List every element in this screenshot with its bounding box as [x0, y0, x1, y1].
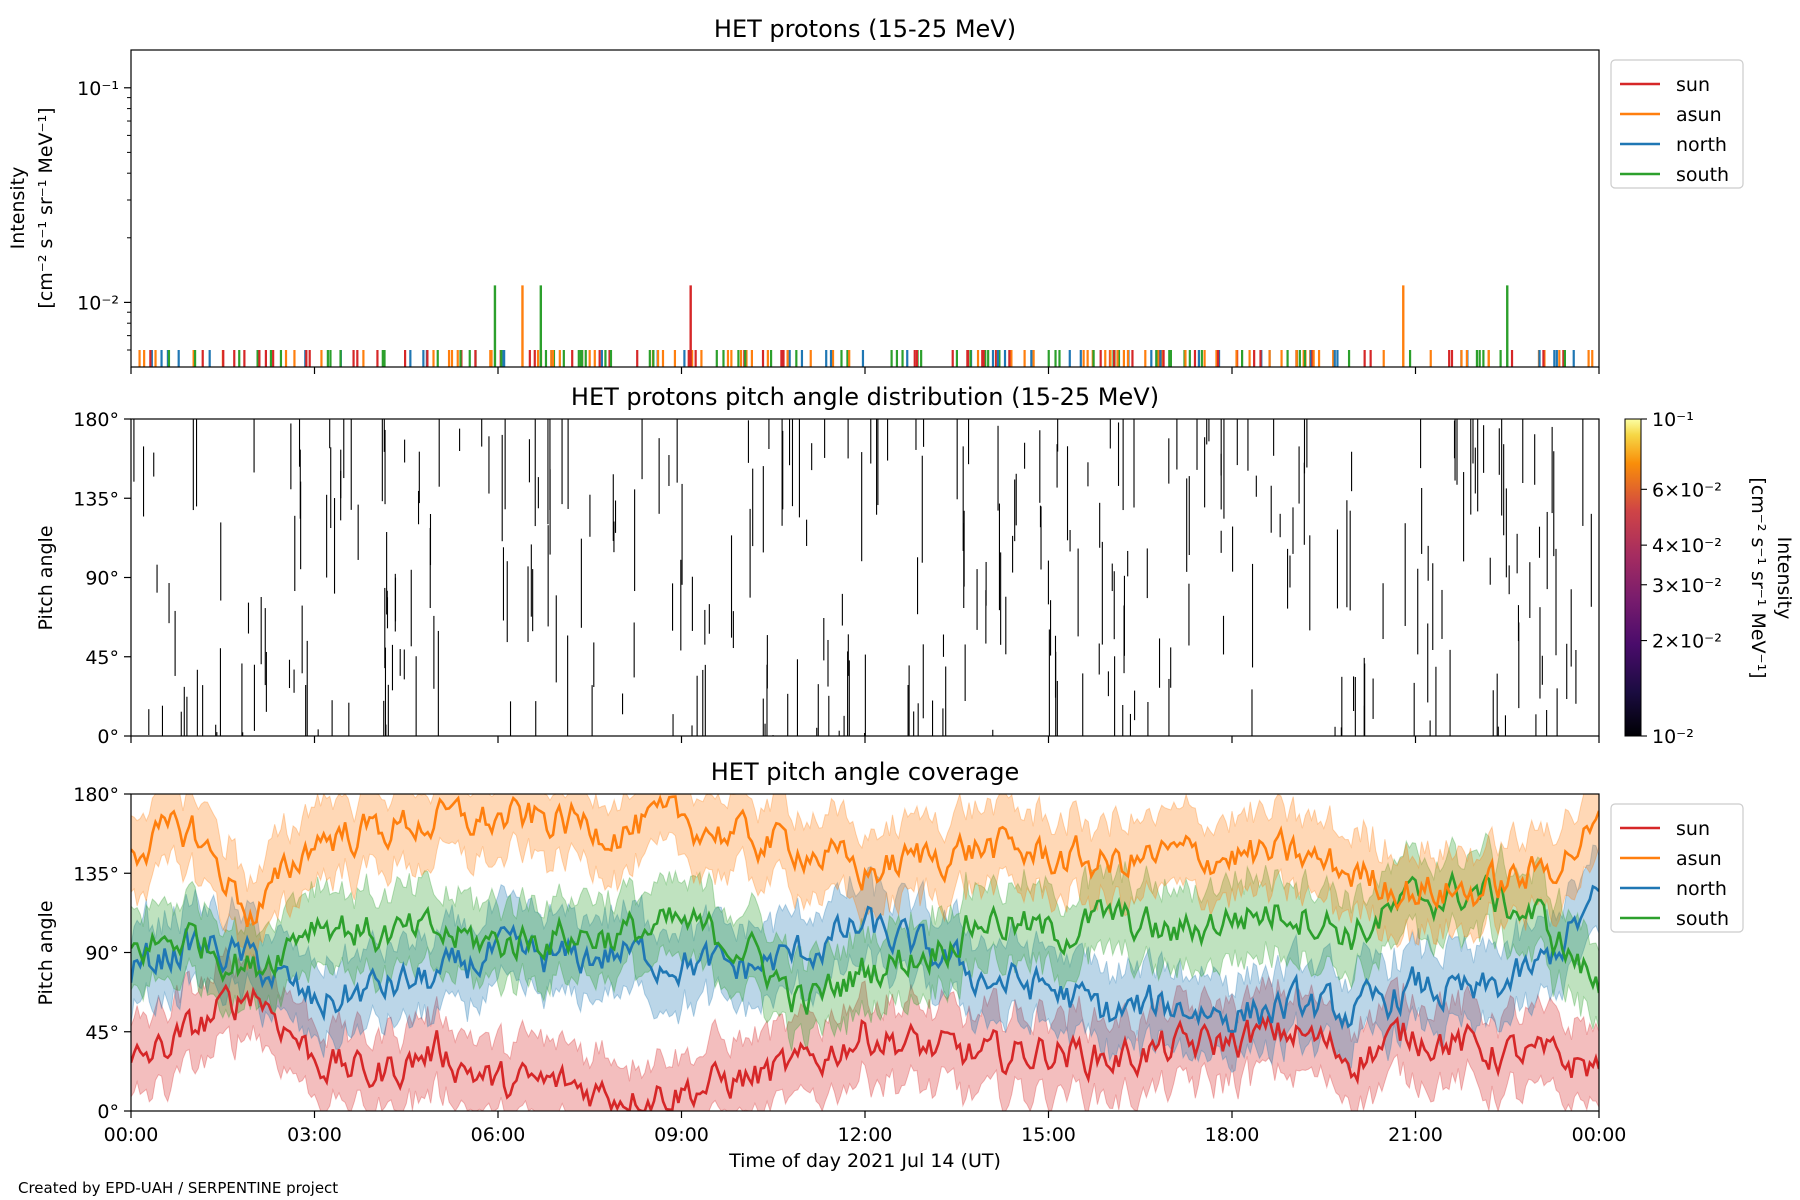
y-tick-label: 90° [85, 568, 119, 590]
intensity-panel: HET protons (15-25 MeV) 10⁻¹ 10⁻² Intensi… [7, 15, 1744, 374]
south-coverage-line [131, 869, 1599, 1015]
pitch-angle-distribution-panel: HET protons pitch angle distribution (15… [35, 383, 1795, 748]
y-tick-label: 135° [73, 488, 119, 510]
y-tick-label: 90° [85, 943, 119, 965]
colorbar-label: Intensity [cm⁻² s⁻¹ sr⁻¹ MeV⁻¹] [1747, 477, 1795, 678]
x-tick-label: 00:00 [1572, 1124, 1627, 1146]
y-tick-label: 135° [73, 863, 119, 885]
colorbar-tick-label: 10⁻² [1652, 726, 1694, 748]
coverage-ylabel: Pitch angle [35, 900, 57, 1005]
intensity-spikes [138, 285, 1594, 367]
intensity-panel-title: HET protons (15-25 MeV) [714, 15, 1016, 43]
south-legend-label: south [1676, 908, 1729, 930]
x-tick-label: 06:00 [471, 1124, 526, 1146]
colorbar-tick-label: 6×10⁻² [1652, 479, 1722, 501]
north-legend-label: north [1676, 878, 1727, 900]
x-tick-label: 03:00 [287, 1124, 342, 1146]
intensity-y-axis-label: Intensity [cm⁻² s⁻¹ sr⁻¹ MeV⁻¹] [7, 107, 57, 308]
intensity-y-ticks: 10⁻¹ 10⁻² [77, 78, 131, 351]
colorbar-label-line2: [cm⁻² s⁻¹ sr⁻¹ MeV⁻¹] [1747, 477, 1769, 678]
y-tick-label: 0° [97, 1101, 119, 1123]
pad-panel-title: HET protons pitch angle distribution (15… [571, 383, 1159, 411]
colorbar-tick-label: 2×10⁻² [1652, 631, 1722, 653]
sun-legend-label: sun [1676, 74, 1710, 96]
coverage-y-ticks: 0° 45° 90° 135° 180° [73, 784, 131, 1123]
x-tick-label: 18:00 [1205, 1124, 1260, 1146]
y-tick-label: 180° [73, 409, 119, 431]
colorbar-ticks: 10⁻¹ 6×10⁻² 4×10⁻² 3×10⁻² 2×10⁻² 10⁻² [1641, 409, 1722, 748]
pad-x-ticks [130, 736, 1600, 743]
pitch-angle-coverage-panel: HET pitch angle coverage 0° 45° 90° 135° 180… [35, 758, 1744, 1172]
pad-y-ticks: 0° 45° 90° 135° 180° [73, 409, 131, 748]
intensity-ylabel-line1: Intensity [7, 167, 29, 250]
x-tick-label: 00:00 [104, 1124, 159, 1146]
intensity-ylabel-line2: [cm⁻² s⁻¹ sr⁻¹ MeV⁻¹] [35, 107, 57, 308]
intensity-axes-frame [130, 49, 1600, 368]
legend-box [1610, 59, 1744, 189]
x-axis-label: Time of day 2021 Jul 14 (UT) [728, 1150, 1001, 1172]
x-tick-label: 21:00 [1388, 1124, 1443, 1146]
intensity-x-ticks [130, 367, 1600, 374]
coverage-series [131, 794, 1599, 1111]
pad-ylabel: Pitch angle [35, 525, 57, 630]
coverage-panel-title: HET pitch angle coverage [711, 758, 1019, 786]
sun-legend-label: sun [1676, 818, 1710, 840]
north-coverage-line [131, 884, 1599, 1034]
asun-legend-label: asun [1676, 104, 1722, 126]
intensity-legend: sun asun north south [1610, 59, 1744, 189]
y-tick-label: 10⁻¹ [77, 78, 119, 100]
asun-legend-label: asun [1676, 848, 1722, 870]
y-tick-label: 45° [85, 1022, 119, 1044]
colorbar-tick-label: 4×10⁻² [1652, 535, 1722, 557]
sun-coverage-line [131, 983, 1599, 1111]
asun-coverage-line [131, 794, 1599, 927]
credit-footer: Created by EPD-UAH / SERPENTINE project [18, 1179, 338, 1197]
colorbar-tick-label: 3×10⁻² [1652, 575, 1722, 597]
x-tick-label: 12:00 [838, 1124, 893, 1146]
y-tick-label: 0° [97, 726, 119, 748]
colorbar [1624, 418, 1642, 737]
legend-box [1610, 803, 1744, 933]
pad-heatmap-strips [133, 419, 1592, 736]
colorbar-label-line1: Intensity [1773, 537, 1795, 620]
x-tick-label: 15:00 [1021, 1124, 1076, 1146]
coverage-legend: sun asun north south [1610, 803, 1744, 933]
y-tick-label: 10⁻² [77, 292, 119, 314]
south-coverage-band [131, 832, 1599, 1052]
south-legend-label: south [1676, 164, 1729, 186]
y-tick-label: 180° [73, 784, 119, 806]
north-coverage-band [131, 844, 1599, 1073]
coverage-x-ticks: 00:00 03:00 06:00 09:00 12:00 15:00 18:00 21:00… [104, 1111, 1627, 1146]
north-legend-label: north [1676, 134, 1727, 156]
y-tick-label: 45° [85, 647, 119, 669]
colorbar-tick-label: 10⁻¹ [1652, 409, 1694, 431]
x-tick-label: 09:00 [654, 1124, 709, 1146]
asun-coverage-band [131, 794, 1599, 971]
